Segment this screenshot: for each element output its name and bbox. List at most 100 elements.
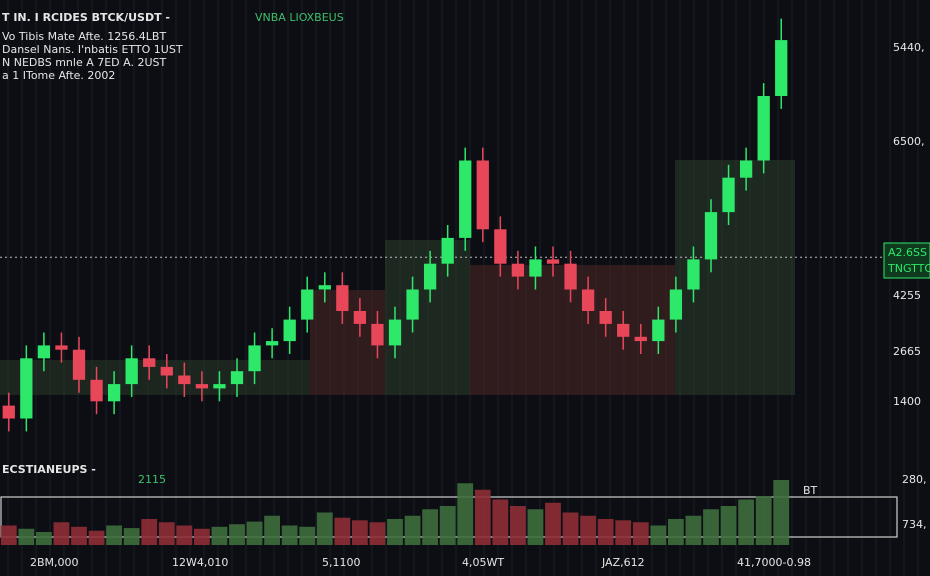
volume-bar — [176, 525, 193, 545]
candle-body — [423, 263, 437, 290]
candle-body — [371, 323, 384, 346]
candle-body — [178, 375, 191, 385]
candle-body — [160, 366, 173, 376]
candle-body — [494, 229, 507, 264]
volume-bar — [650, 525, 667, 545]
x-label: 2BM,000 — [30, 556, 79, 569]
price-badge — [883, 242, 930, 279]
volume-bar — [193, 528, 210, 545]
candle-body — [564, 263, 577, 290]
candle-body — [125, 358, 138, 385]
candle-body — [757, 96, 770, 161]
candle-body — [2, 405, 15, 419]
x-label: 12W4,010 — [172, 556, 228, 569]
candle-body — [388, 319, 402, 346]
candle-body — [248, 345, 261, 372]
y-label: 6500, — [893, 135, 925, 148]
volume-bar — [369, 522, 386, 545]
volume-bar — [474, 489, 491, 545]
volume-bar — [334, 517, 351, 545]
volume-bar — [703, 509, 719, 545]
volume-bar — [755, 496, 772, 545]
y-label: 4255 — [893, 289, 921, 302]
volume-bar — [123, 528, 140, 545]
volume-bar — [597, 519, 614, 545]
volume-bar — [773, 480, 790, 545]
badge-text: TNGTTO — [887, 262, 930, 275]
volume-bar — [158, 522, 175, 545]
volume-bar — [88, 530, 105, 545]
volume-bar — [720, 506, 737, 545]
volume-bar — [71, 526, 87, 545]
marks — [0, 18, 884, 545]
x-label: JAZ,612 — [601, 556, 645, 569]
x-label: 5,1100 — [322, 556, 361, 569]
info-line: N NEDBS mnle A 7ED A. 2UST — [2, 56, 167, 69]
candle-body — [775, 40, 788, 96]
y-label: 2665 — [893, 345, 921, 358]
info-line: Vo Tibis Mate Afte. 1256.4LBT — [2, 30, 166, 43]
volume-bar — [685, 515, 702, 545]
candle-body — [669, 289, 683, 320]
volume-title: ECSTIANEUPS - — [2, 463, 96, 476]
candle-body — [336, 285, 349, 311]
volume-bar — [351, 520, 368, 545]
candle-body — [143, 358, 156, 367]
candle-body — [704, 212, 718, 260]
candle-body — [687, 259, 700, 290]
candle-body — [722, 177, 735, 213]
candle-body — [301, 289, 314, 320]
candle-body — [213, 384, 226, 389]
x-label: 41,7000-0.98 — [737, 556, 811, 569]
volume-bar — [527, 509, 544, 545]
candle-body — [634, 336, 647, 342]
candle-body — [459, 160, 472, 238]
volume-bar — [580, 515, 597, 545]
y-label: 5440, — [893, 41, 925, 54]
volume-bar — [18, 528, 35, 545]
volume-bar — [615, 520, 632, 545]
y-label: 1400 — [893, 395, 921, 408]
volume-tag: 2115 — [138, 473, 166, 486]
volume-bar — [299, 526, 316, 545]
candle-body — [195, 384, 209, 389]
candle-body — [652, 319, 665, 342]
volume-bar — [316, 512, 333, 545]
candle-body — [739, 160, 753, 178]
badge-text: A2.6SS — [888, 246, 927, 259]
candle-body — [230, 371, 244, 385]
volume-bar — [562, 512, 579, 545]
x-label: 4,05WT — [462, 556, 504, 569]
candle-body — [90, 379, 103, 402]
volume-bar — [106, 525, 123, 545]
volume-bar — [246, 521, 263, 545]
candle-body — [529, 259, 542, 277]
candle-body — [55, 345, 68, 350]
volume-bar — [667, 519, 684, 545]
volume-bar — [387, 519, 403, 545]
volume-bar — [35, 532, 52, 545]
volume-bar — [439, 506, 456, 545]
grid — [7, 0, 919, 576]
title: T IN. I RCIDES BTCK/USDT - — [2, 11, 170, 24]
volume-bar — [509, 506, 526, 545]
candle-body — [318, 285, 331, 290]
volume-bar — [738, 499, 755, 545]
volume-bar — [141, 519, 158, 545]
candle-body — [283, 319, 296, 342]
candle-body — [599, 311, 612, 324]
candle-body — [107, 384, 121, 402]
candle-body — [20, 358, 33, 419]
volume-bar — [457, 483, 474, 545]
candle-body — [476, 160, 489, 230]
volume-bar — [545, 502, 561, 545]
candle-body — [406, 289, 419, 320]
volume-bar — [281, 525, 298, 545]
candle-body — [72, 349, 86, 380]
volume-bar — [53, 522, 70, 545]
shade — [385, 240, 470, 395]
volume-label: 280, — [902, 473, 927, 486]
candle-body — [265, 341, 279, 346]
info-line: Dansel Nans. I'nbatis ETTO 1UST — [2, 43, 183, 56]
